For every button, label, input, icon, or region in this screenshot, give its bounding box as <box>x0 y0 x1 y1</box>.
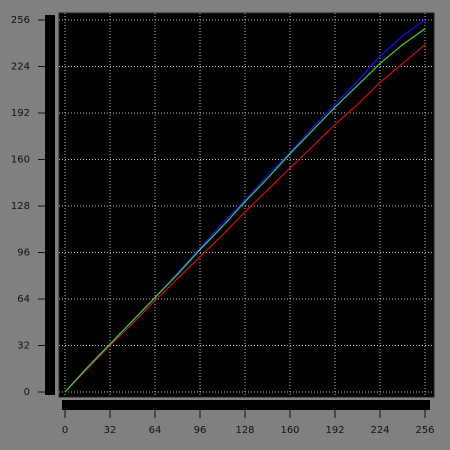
x-tick-label: 256 <box>415 425 434 436</box>
x-tick-label: 0 <box>62 425 68 436</box>
x-tick-label: 160 <box>280 425 299 436</box>
x-tick-label: 128 <box>235 425 254 436</box>
x-tick-label: 224 <box>370 425 389 436</box>
x-tick-label: 32 <box>104 425 117 436</box>
x-axis-bar <box>62 400 430 410</box>
y-tick-label: 128 <box>11 201 30 212</box>
y-tick-label: 0 <box>24 387 30 398</box>
y-axis-bar <box>45 15 55 395</box>
y-tick-label: 224 <box>11 62 30 73</box>
x-tick-label: 192 <box>325 425 344 436</box>
series-line <box>64 44 426 393</box>
x-tick-label: 64 <box>149 425 162 436</box>
x-tick-label: 96 <box>194 425 207 436</box>
y-tick-label: 192 <box>11 108 30 119</box>
y-tick-label: 160 <box>11 155 30 166</box>
y-tick-label: 96 <box>17 248 30 259</box>
series-line <box>64 28 426 393</box>
y-tick-label: 64 <box>17 294 30 305</box>
y-tick-label: 256 <box>11 15 30 26</box>
y-tick-label: 32 <box>17 341 30 352</box>
